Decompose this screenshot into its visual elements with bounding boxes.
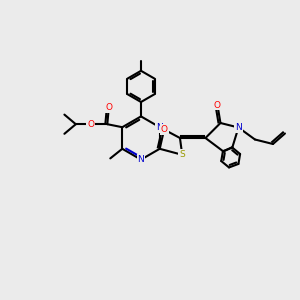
Text: N: N [235,123,242,132]
Text: N: N [138,155,144,164]
Text: O: O [161,125,168,134]
Text: O: O [87,120,94,129]
Text: N: N [156,123,163,132]
Text: O: O [105,103,112,112]
Text: S: S [179,150,185,159]
Text: O: O [214,100,221,109]
